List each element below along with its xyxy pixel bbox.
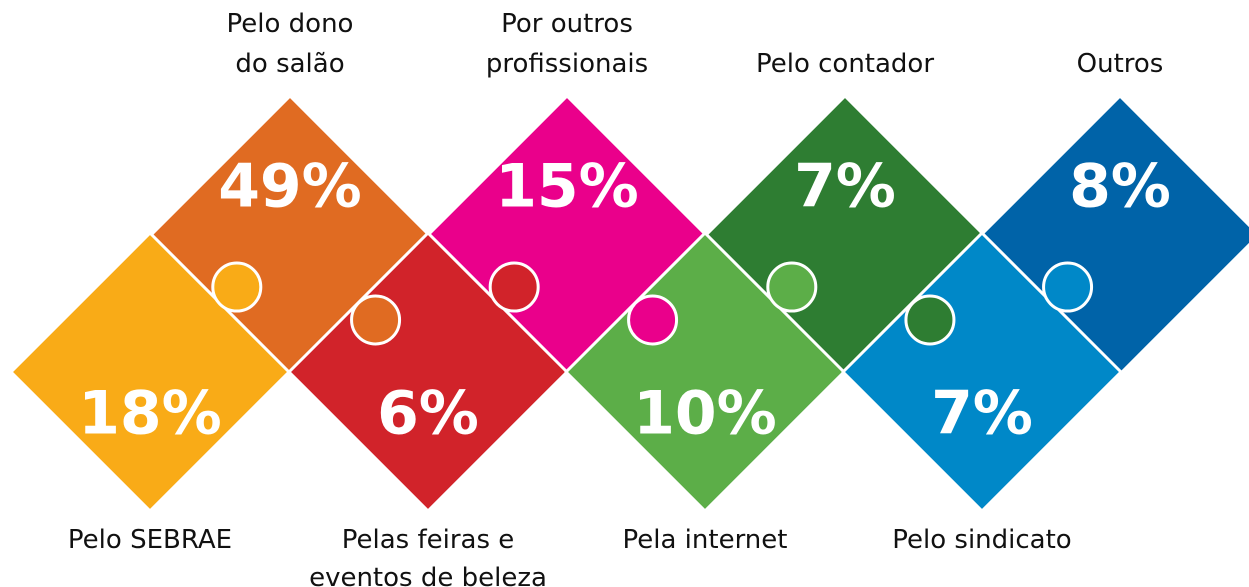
- puzzle-knob: [352, 296, 400, 344]
- piece-label: Pelo sindicato: [892, 525, 1071, 555]
- piece-label: Outros: [1077, 49, 1164, 79]
- percent-value: 7%: [794, 152, 896, 222]
- puzzle-knob: [629, 296, 677, 344]
- percent-value: 18%: [78, 379, 222, 449]
- percent-value: 7%: [931, 379, 1033, 449]
- piece-label: Pelo dono: [227, 9, 354, 39]
- piece-label: eventos de beleza: [309, 563, 547, 587]
- piece-label: Pelo contador: [756, 49, 934, 79]
- percent-value: 15%: [495, 152, 639, 222]
- percent-value: 8%: [1069, 152, 1171, 222]
- puzzle-knob: [490, 263, 538, 311]
- puzzle-knob: [1044, 263, 1092, 311]
- piece-label: Pela internet: [623, 525, 788, 555]
- puzzle-knob: [906, 296, 954, 344]
- percent-value: 6%: [377, 379, 479, 449]
- piece-label: Por outros: [501, 9, 633, 39]
- piece-label: Pelas feiras e: [342, 525, 515, 555]
- piece-label: Pelo SEBRAE: [68, 525, 232, 555]
- puzzle-infographic: 49% Pelo dono do salão 15% Por outros profiss…: [0, 0, 1249, 587]
- piece-label: profissionais: [486, 49, 648, 79]
- puzzle-knob: [768, 263, 816, 311]
- percent-value: 10%: [633, 379, 777, 449]
- percent-value: 49%: [218, 152, 362, 222]
- puzzle-knob: [213, 263, 261, 311]
- piece-label: do salão: [235, 49, 344, 79]
